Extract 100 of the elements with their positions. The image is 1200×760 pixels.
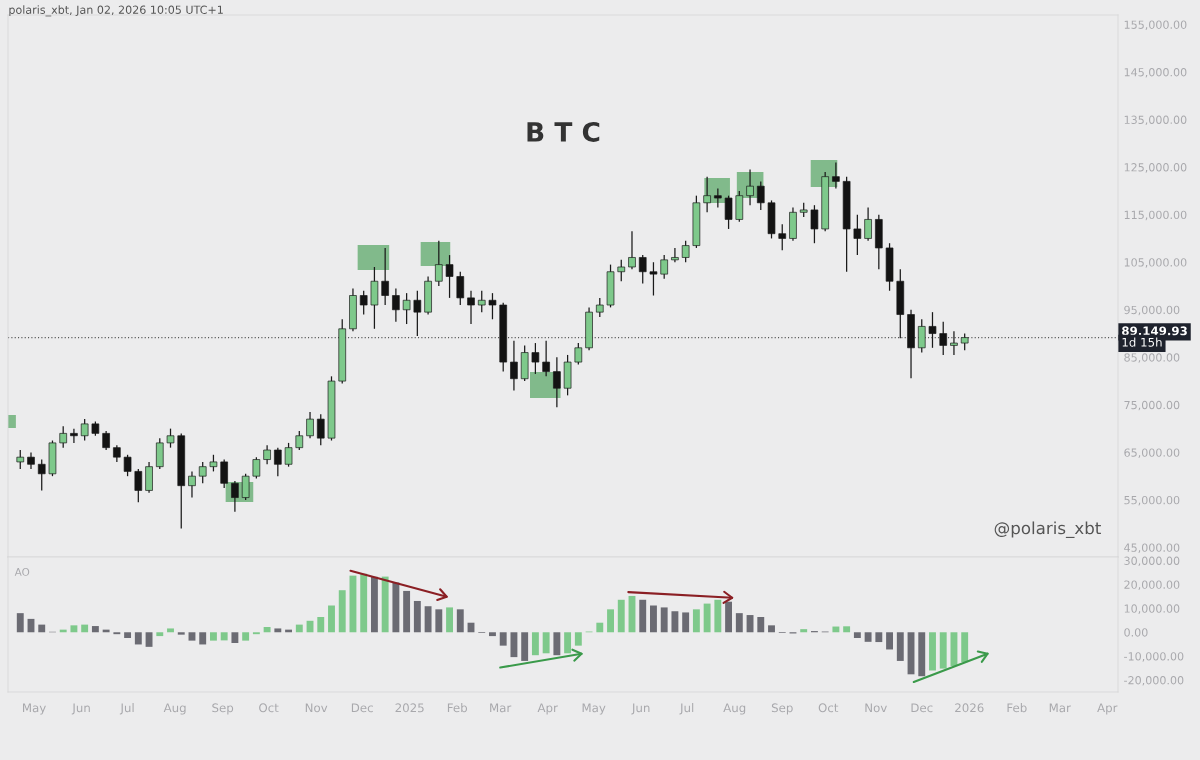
y-tick-label: 105,000.00 — [1124, 258, 1187, 268]
candlestick — [145, 461, 153, 494]
bar — [188, 632, 196, 641]
x-tick-label: 2025 — [395, 703, 424, 713]
bar — [660, 607, 668, 633]
bar — [242, 632, 250, 641]
candlestick — [80, 418, 89, 442]
y-tick-label: 45,000.00 — [1124, 543, 1180, 553]
y-tick-label: 10,000.00 — [1124, 604, 1180, 614]
bar — [16, 613, 24, 633]
candlestick — [596, 297, 604, 318]
candlestick — [37, 458, 46, 492]
candlestick — [510, 340, 518, 392]
bar — [199, 632, 207, 645]
x-tick-label: Aug — [163, 703, 186, 715]
x-tick-label: Aug — [723, 703, 746, 715]
candlestick — [467, 290, 475, 325]
y-tick-label: 75,000.00 — [1124, 400, 1180, 411]
candlestick — [166, 428, 175, 449]
y-tick-label: 20,000.00 — [1124, 580, 1180, 590]
candlestick — [435, 240, 443, 287]
x-tick-label: Sep — [771, 703, 793, 715]
candlestick — [638, 254, 647, 285]
x-tick-label: Apr — [537, 703, 558, 715]
bar — [510, 632, 518, 658]
candlestick — [756, 180, 765, 211]
bar — [531, 632, 539, 656]
bar — [295, 624, 303, 633]
candlestick — [102, 430, 110, 451]
bar — [392, 582, 400, 633]
candlestick — [252, 456, 261, 480]
candlestick — [735, 190, 744, 223]
bar — [939, 632, 947, 669]
bar — [875, 632, 883, 643]
candlestick — [649, 261, 658, 297]
y-tick-label: 65,000.00 — [1124, 448, 1180, 458]
bar — [574, 632, 582, 646]
candlestick — [155, 437, 164, 470]
candlestick — [531, 342, 540, 375]
bar — [134, 632, 142, 645]
candlestick — [950, 330, 958, 356]
bar — [489, 632, 496, 637]
candlestick — [359, 290, 368, 316]
y-tick-label: 95,000.00 — [1124, 305, 1180, 316]
bar — [853, 632, 861, 638]
y-tick-label: 145,000.00 — [1124, 68, 1187, 78]
candlestick — [402, 292, 411, 325]
y-tick-label: -20,000.00 — [1124, 676, 1184, 686]
bar — [499, 632, 507, 646]
y-tick-label: 30,000.00 — [1124, 556, 1180, 567]
bar — [70, 625, 78, 633]
candlestick — [477, 290, 486, 313]
x-tick-label: Apr — [1097, 703, 1118, 715]
candlestick — [134, 468, 143, 503]
bar — [167, 628, 174, 633]
bar — [81, 624, 89, 633]
x-tick-label: Sep — [212, 703, 234, 715]
x-tick-label: Nov — [305, 703, 328, 713]
bar — [639, 599, 647, 633]
bar — [564, 632, 572, 654]
bar — [725, 601, 733, 633]
candlestick — [241, 473, 250, 501]
candlestick — [274, 447, 282, 477]
candlestick — [853, 214, 862, 256]
bar — [91, 626, 99, 633]
x-tick-label: Nov — [865, 703, 887, 713]
candlestick — [59, 425, 67, 449]
bar — [735, 613, 743, 633]
x-tick-label: Feb — [447, 703, 468, 713]
bar — [403, 590, 411, 633]
candlestick — [392, 287, 400, 323]
candlestick — [16, 449, 25, 470]
candlestick — [864, 206, 872, 242]
candlestick — [724, 195, 733, 230]
candlestick — [714, 187, 722, 209]
candlestick — [703, 176, 711, 213]
bar — [338, 590, 346, 633]
x-tick-label: May — [23, 703, 46, 715]
candlestick — [542, 340, 550, 377]
bar — [553, 632, 561, 656]
text: AO — [14, 567, 30, 576]
y-tick-label: 125,000.00 — [1124, 163, 1187, 173]
y-tick-label: 0.00 — [1124, 628, 1148, 637]
candlestick — [810, 204, 819, 244]
candlestick — [832, 161, 840, 190]
candlestick — [660, 254, 668, 280]
bar — [961, 632, 969, 663]
bar — [800, 629, 808, 633]
bar — [156, 632, 164, 637]
x-tick-label: Mar — [1049, 703, 1071, 713]
candlestick — [671, 247, 679, 263]
bar — [435, 609, 443, 633]
x-tick-label: Jul — [679, 703, 694, 715]
bar — [231, 632, 239, 644]
bar — [843, 626, 851, 633]
bar — [413, 600, 421, 633]
bar — [542, 632, 550, 654]
candlestick — [198, 461, 207, 484]
candlestick — [370, 266, 379, 330]
candlestick — [456, 271, 465, 306]
